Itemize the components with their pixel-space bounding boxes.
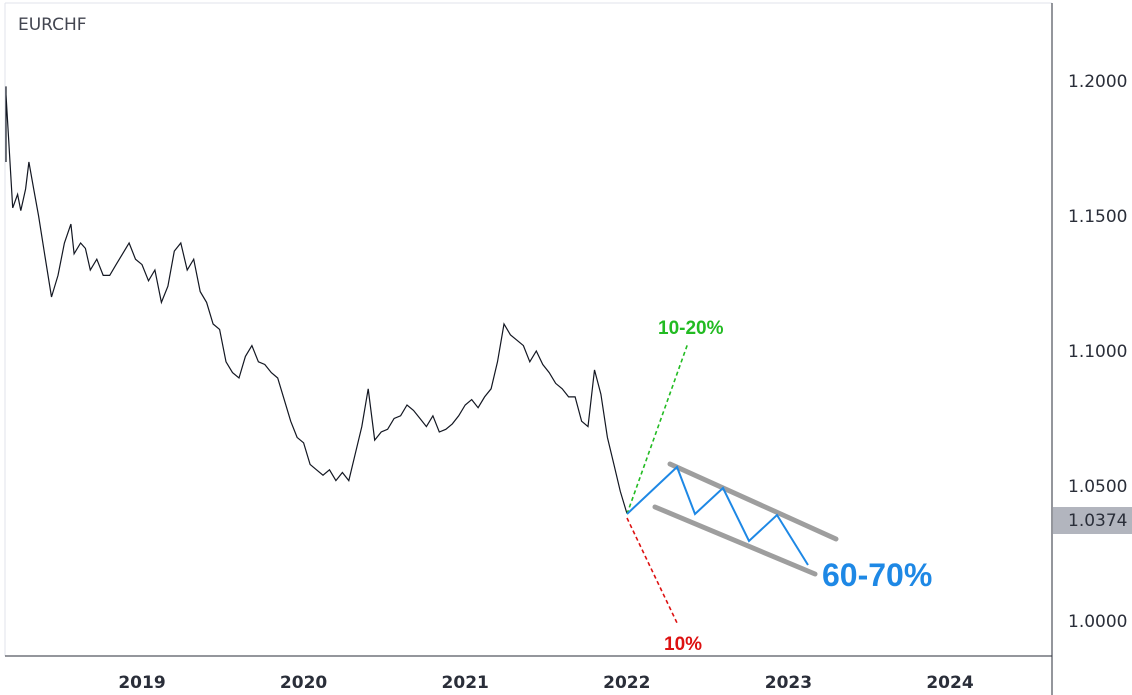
current-price-label: 1.0374 <box>1068 511 1127 531</box>
time-tick-label: 2023 <box>765 673 812 693</box>
time-axis[interactable]: 2019 2020 2021 2022 2023 2024 <box>118 673 973 693</box>
time-tick-label: 2019 <box>118 673 165 693</box>
symbol-label: EURCHF <box>18 15 87 35</box>
bearish-projection-label: 10% <box>664 634 702 655</box>
projection-annotations: 10-20% 10% 60-70% <box>626 318 932 655</box>
time-tick-label: 2021 <box>442 673 489 693</box>
time-tick-label: 2022 <box>603 673 650 693</box>
price-tick-label: 1.1500 <box>1068 207 1127 227</box>
bullish-projection-label: 10-20% <box>658 318 724 339</box>
time-tick-label: 2024 <box>926 673 973 693</box>
price-axis[interactable]: 1.2000 1.1500 1.1000 1.0500 1.0000 <box>1068 72 1127 632</box>
bullish-projection-arrow <box>626 342 689 515</box>
time-tick-label: 2020 <box>280 673 327 693</box>
bearish-projection-arrow <box>626 517 679 626</box>
price-series-line <box>5 86 628 514</box>
zigzag-path <box>626 465 809 566</box>
price-tick-label: 1.1000 <box>1068 342 1127 362</box>
price-tick-label: 1.0000 <box>1068 612 1127 632</box>
channel-lower-line <box>652 504 818 577</box>
current-price-tag-bg <box>1053 507 1132 534</box>
price-tick-label: 1.2000 <box>1068 72 1127 92</box>
current-price-tag[interactable]: 1.0374 <box>1053 507 1132 534</box>
channel-upper-line <box>667 461 839 542</box>
channel-probability-label: 60-70% <box>822 557 932 593</box>
price-tick-label: 1.0500 <box>1068 477 1127 497</box>
